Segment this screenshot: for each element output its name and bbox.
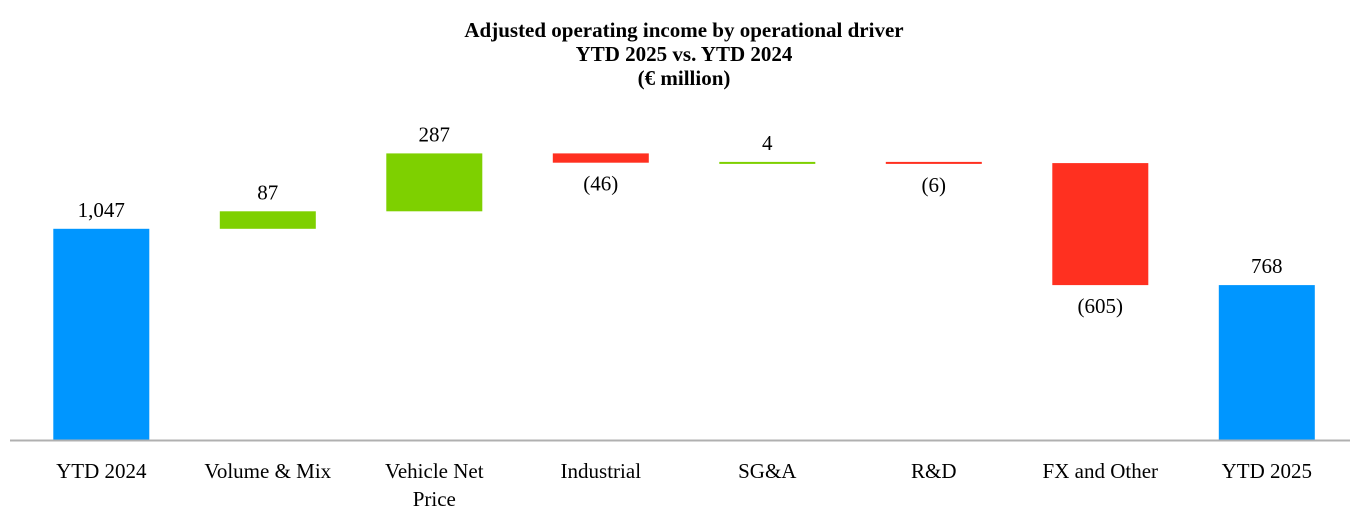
bar-3	[552, 153, 649, 163]
bar-0	[53, 228, 150, 440]
data-label-6: (605)	[1078, 294, 1124, 318]
bar-1	[219, 211, 316, 229]
bars-layer	[53, 153, 1315, 440]
category-label-6: FX and Other	[1043, 459, 1158, 483]
data-label-1: 87	[257, 180, 278, 204]
category-label-7: YTD 2025	[1222, 459, 1312, 483]
chart-units: (€ million)	[637, 66, 731, 90]
chart-subtitle: YTD 2025 vs. YTD 2024	[575, 42, 793, 66]
bar-7	[1218, 285, 1315, 440]
category-label-2-line-0: Vehicle Net	[385, 459, 484, 483]
data-labels-layer: 1,047 87 287 (46) 4 (6) (605) 768	[78, 122, 1283, 318]
data-label-5: (6)	[922, 173, 947, 197]
bar-2	[386, 153, 483, 212]
chart-title: Adjusted operating income by operational…	[464, 18, 904, 42]
category-label-0: YTD 2024	[56, 459, 147, 483]
category-labels-layer: YTD 2024 Volume & Mix Vehicle Net Price Indu…	[56, 459, 1312, 511]
bar-6	[1052, 163, 1149, 286]
chart-title-block: Adjusted operating income by operational…	[0, 18, 1368, 90]
category-label-1: Volume & Mix	[204, 459, 331, 483]
data-label-2: 287	[419, 122, 451, 146]
bar-4	[719, 161, 816, 164]
data-label-7: 768	[1251, 254, 1283, 278]
category-label-3: Industrial	[561, 459, 642, 483]
category-label-2-line-1: Price	[413, 487, 456, 511]
bar-5	[885, 161, 982, 164]
data-label-3: (46)	[583, 172, 618, 196]
category-label-5: R&D	[911, 459, 957, 483]
category-label-4: SG&A	[738, 459, 797, 483]
data-label-0: 1,047	[78, 198, 125, 222]
data-label-4: 4	[762, 131, 773, 155]
